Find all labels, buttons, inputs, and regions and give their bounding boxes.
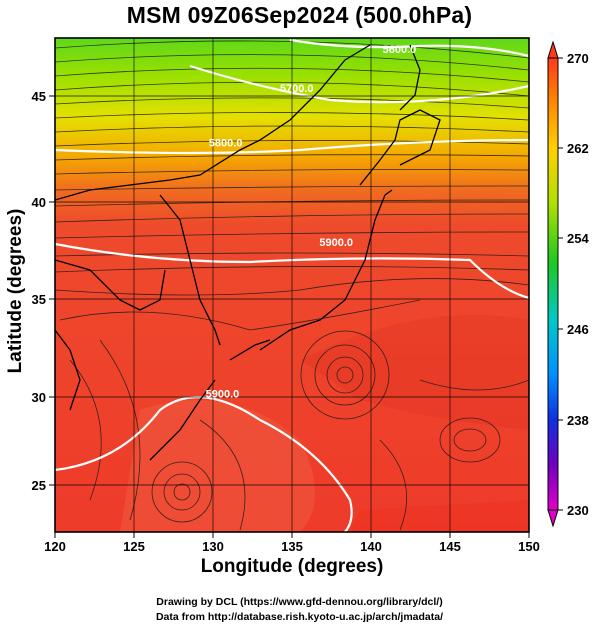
y-tick-label: 40 [32,195,46,210]
colorbar: 270 262 254 246 238 230 [547,40,589,528]
y-tick-label: 35 [32,292,46,307]
contour-label: 5700.0 [280,83,314,95]
credit-drawing: Drawing by DCL (https://www.gfd-dennou.o… [156,596,443,608]
colorbar-tick-label: 238 [567,413,589,428]
contour-label: 5800.0 [209,138,243,150]
colorbar-tick-label: 270 [567,51,589,66]
x-tick-label: 145 [439,539,461,554]
colorbar-bottom-arrow [547,509,559,528]
y-axis-label: Latitude (degrees) [5,208,26,374]
y-tick-label: 25 [32,478,46,493]
y-axis-ticks: 25 30 35 40 45 [32,89,55,493]
contour-label: 5900.0 [319,237,353,249]
x-tick-label: 140 [360,539,382,554]
colorbar-tick-label: 254 [567,231,589,246]
colorbar-tick-label: 262 [567,141,589,156]
map-grid [55,38,529,532]
colorbar-top-arrow [547,40,559,59]
map-title: MSM 09Z06Sep2024 (500.0hPa) [126,2,473,28]
x-tick-label: 150 [518,539,540,554]
x-tick-label: 130 [202,539,224,554]
temperature-field: 5600.0 5700.0 5800.0 5900.0 5900.0 [55,38,529,532]
contour-labels: 5600.0 5700.0 5800.0 5900.0 5900.0 [206,44,417,400]
x-axis-ticks: 120 125 130 135 140 145 150 [44,532,540,554]
x-tick-label: 135 [281,539,303,554]
coastlines [55,44,441,461]
contour-label: 5600.0 [383,44,417,56]
y-tick-label: 45 [32,89,46,104]
y-tick-label: 30 [32,390,46,405]
contour-label: 5900.0 [206,388,240,400]
x-tick-label: 125 [123,539,145,554]
credit-data: Data from http://database.rish.kyoto-u.a… [155,611,444,623]
colorbar-tick-label: 246 [567,322,589,337]
wind-streamlines [55,40,529,531]
colorbar-tick-label: 230 [567,503,589,518]
colorbar-scale [547,57,559,511]
x-tick-label: 120 [44,539,66,554]
x-axis-label: Longitude (degrees) [200,556,384,577]
